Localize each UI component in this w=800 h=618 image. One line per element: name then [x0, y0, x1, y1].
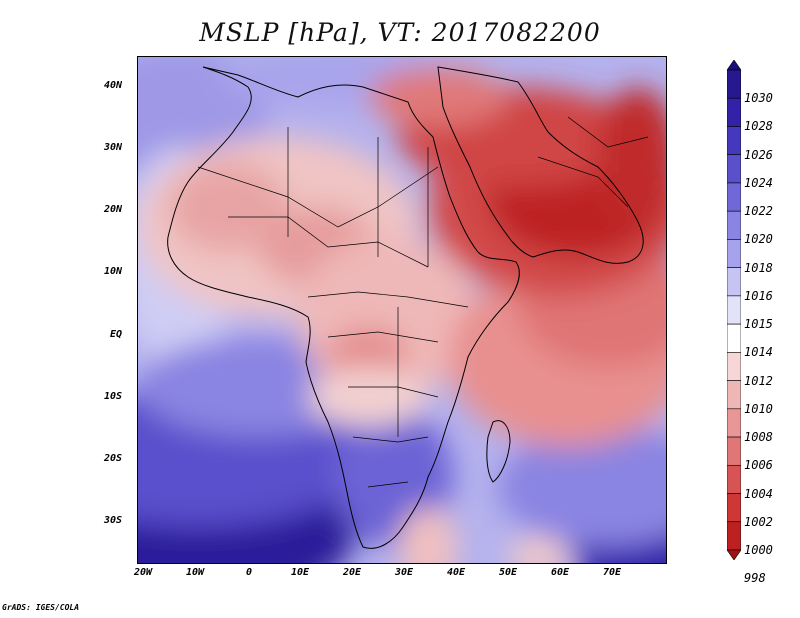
map-title: MSLP [hPa], VT: 2017082200 [199, 18, 601, 47]
colorbar-label: 1004 [744, 486, 773, 501]
lon-label: 20W [134, 567, 153, 578]
lon-label: 30E [395, 567, 414, 578]
lon-label: 70E [603, 567, 622, 578]
colorbar-label: 1030 [744, 91, 773, 106]
colorbar-label: 1028 [744, 119, 773, 134]
colorbar-cell [727, 295, 741, 325]
colorbar-cell [727, 380, 741, 410]
colorbar-cell [727, 323, 741, 353]
colorbar-label: 1010 [744, 401, 773, 416]
lon-label: 60E [551, 567, 570, 578]
colorbar-label: 1014 [744, 345, 773, 360]
colorbar-label: 1015 [744, 317, 773, 332]
lon-label: 20E [343, 567, 362, 578]
colorbar-label: 998 [744, 571, 766, 586]
colorbar-label: 1016 [744, 288, 773, 303]
lat-label: 30N [104, 142, 123, 153]
lat-label: 10N [104, 266, 123, 277]
colorbar-label: 1024 [744, 175, 773, 190]
colorbar-cell [727, 210, 741, 240]
colorbar-cell [727, 408, 741, 438]
credit-text: GrADS: IGES/COLA [2, 603, 80, 612]
lon-label: 10E [291, 567, 310, 578]
colorbar-cell [727, 436, 741, 466]
lat-label: 20N [104, 204, 123, 215]
mslp-map [137, 56, 667, 564]
colorbar-bottom-triangle [727, 549, 741, 560]
coastlines [167, 66, 644, 549]
colorbar-label: 1022 [744, 204, 773, 219]
pressure-field [138, 57, 666, 563]
colorbar-cell [727, 267, 741, 297]
colorbar-cell [727, 352, 741, 381]
lat-label: 30S [104, 515, 123, 526]
colorbar-label: 1012 [744, 373, 773, 388]
colorbar-top-triangle [727, 60, 741, 71]
lon-label: 40E [447, 567, 466, 578]
colorbar-cell [727, 97, 741, 127]
country-borders [197, 116, 649, 488]
colorbar-cell [727, 493, 741, 523]
lon-label: 10W [186, 567, 205, 578]
colorbar-cell [727, 69, 741, 99]
lat-label: EQ [110, 329, 123, 340]
lat-label: 20S [104, 453, 123, 464]
colorbar-cell [727, 239, 741, 268]
lon-label: 0 [246, 567, 253, 578]
colorbar-label: 1002 [744, 514, 773, 529]
colorbar-cell [727, 182, 741, 212]
lat-label: 40N [104, 80, 123, 91]
colorbar-cell [727, 154, 741, 184]
colorbar-label: 1008 [744, 430, 773, 445]
colorbar-label: 1006 [744, 458, 773, 473]
colorbar-cell [727, 464, 741, 494]
colorbar-label: 1018 [744, 260, 773, 275]
lon-label: 50E [499, 567, 518, 578]
lat-label: 10S [104, 391, 123, 402]
colorbar-cell [727, 521, 741, 551]
colorbar-cell [727, 126, 741, 156]
colorbar-label: 1000 [744, 543, 773, 557]
colorbar-label: 1020 [744, 232, 773, 247]
colorbar [727, 60, 741, 560]
colorbar-label: 1026 [744, 147, 773, 162]
